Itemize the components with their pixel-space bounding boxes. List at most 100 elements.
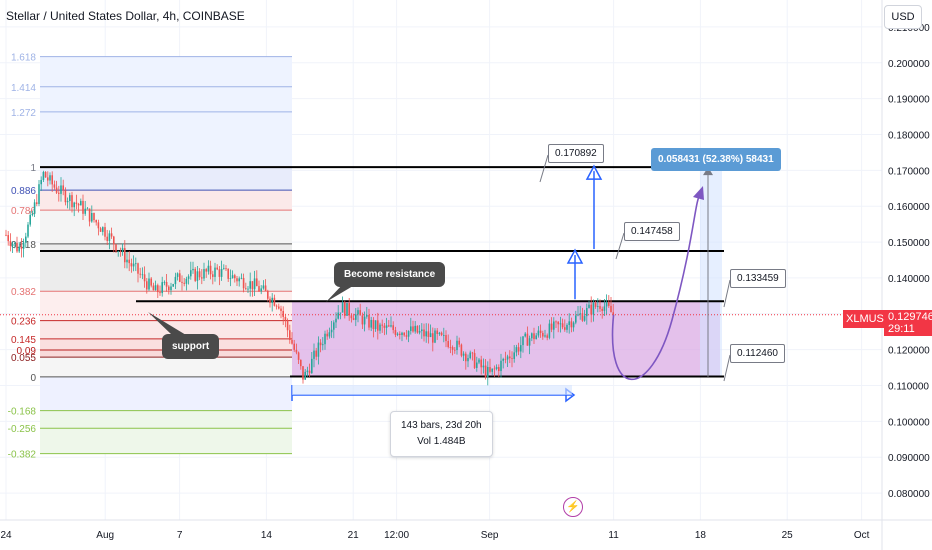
- candle-body: [579, 313, 581, 315]
- candle-body: [396, 333, 399, 335]
- candle-body: [62, 185, 64, 191]
- candle-body: [60, 185, 62, 194]
- candle-body: [570, 321, 573, 328]
- candle-body: [454, 349, 456, 351]
- note-pointer-resistance: [326, 283, 358, 302]
- fib-band: [40, 291, 292, 321]
- candle-body: [403, 332, 405, 336]
- candle-body: [550, 323, 553, 330]
- fib-band: [40, 357, 292, 377]
- callout-target-1[interactable]: 0.170892: [548, 144, 604, 163]
- candle-body: [535, 335, 537, 340]
- candle-body: [128, 259, 130, 264]
- fib-level-label: 0.786: [11, 206, 36, 217]
- candle-body: [251, 281, 254, 290]
- y-tick-label: 0.120000: [888, 346, 930, 357]
- candle-body: [484, 365, 487, 378]
- x-tick-label: 18: [695, 530, 707, 541]
- candle-body: [22, 242, 25, 249]
- candle-body: [546, 335, 548, 338]
- candle-body: [322, 344, 324, 346]
- candle-body: [524, 333, 526, 337]
- candle-body: [216, 267, 218, 270]
- measure-label[interactable]: 0.058431 (52.38%) 58431: [651, 148, 781, 171]
- candle-body: [533, 333, 535, 340]
- candle-body: [234, 275, 236, 279]
- date-range-box[interactable]: 143 bars, 23d 20h Vol 1.484B: [390, 411, 493, 457]
- fib-band: [40, 167, 292, 191]
- candle-body: [341, 302, 344, 313]
- candle-body: [577, 314, 579, 316]
- candle-body: [462, 353, 465, 356]
- candle-body: [262, 285, 265, 289]
- date-range-bars: 143 bars, 23d 20h: [401, 420, 482, 431]
- fib-level-label: -0.168: [8, 407, 37, 418]
- candle-body: [97, 222, 100, 229]
- zones: [292, 167, 722, 377]
- candle-body: [18, 246, 20, 252]
- fib-level-label: 0.09: [17, 346, 37, 357]
- candle-body: [592, 302, 595, 315]
- chart-title: Stellar / United States Dollar, 4h, COIN…: [6, 9, 245, 23]
- candle-body: [267, 290, 269, 299]
- candle-body: [275, 305, 278, 307]
- y-tick-label: 0.140000: [888, 274, 930, 285]
- candle-body: [502, 358, 504, 361]
- candle-body: [603, 306, 606, 311]
- candle-body: [130, 263, 133, 267]
- callout-target-2[interactable]: 0.147458: [624, 222, 680, 241]
- candle-body: [388, 325, 390, 327]
- candle-body: [168, 286, 170, 291]
- note-pointer-support: [148, 312, 186, 335]
- note-support[interactable]: support: [162, 334, 220, 359]
- callout-connector: [539, 154, 549, 183]
- candle-body: [517, 347, 520, 352]
- candle-body: [352, 318, 355, 320]
- candle-body: [108, 233, 111, 241]
- candle-body: [339, 312, 342, 314]
- candle-body: [355, 314, 357, 320]
- candle-body: [324, 333, 326, 345]
- candle-body: [539, 330, 542, 333]
- candle-body: [91, 213, 93, 222]
- candle-body: [273, 297, 276, 306]
- candle-body: [330, 329, 333, 333]
- candle-body: [458, 340, 460, 345]
- fib-level-label: -0.382: [8, 450, 37, 461]
- candle-body: [132, 263, 135, 267]
- candle-body: [440, 332, 443, 336]
- fib-level-label: 1: [30, 163, 36, 174]
- candle-body: [350, 315, 353, 319]
- candle-body: [278, 306, 280, 309]
- candle-body: [119, 251, 122, 252]
- candle-body: [249, 281, 251, 289]
- callout-level-bottom[interactable]: 0.112460: [730, 344, 785, 363]
- x-tick-label: 12:00: [384, 530, 409, 541]
- currency-button[interactable]: USD: [884, 5, 922, 29]
- last-price-value: 0.129746: [888, 311, 932, 323]
- candle-body: [73, 202, 75, 208]
- candle-body: [476, 362, 478, 368]
- x-tick-label: 24: [0, 530, 12, 541]
- x-tick-label: 11: [608, 530, 619, 541]
- candle-body: [95, 220, 97, 223]
- candle-body: [143, 274, 146, 282]
- bar-countdown: 29:11: [888, 323, 915, 335]
- candle-body: [418, 331, 421, 333]
- callout-connector: [615, 232, 625, 260]
- callout-level-top[interactable]: 0.133459: [730, 269, 786, 288]
- note-become-resistance[interactable]: Become resistance: [334, 262, 446, 287]
- candle-body: [190, 270, 192, 277]
- candle-body: [75, 202, 78, 204]
- candle-body: [504, 358, 507, 360]
- candle-body: [289, 330, 291, 340]
- candle-body: [436, 330, 438, 334]
- drawings: [148, 154, 731, 403]
- y-tick-label: 0.150000: [888, 238, 930, 249]
- candle-body: [612, 312, 614, 316]
- candle-body: [264, 285, 267, 291]
- candle-body: [196, 271, 199, 281]
- lightning-icon[interactable]: ⚡: [563, 497, 583, 517]
